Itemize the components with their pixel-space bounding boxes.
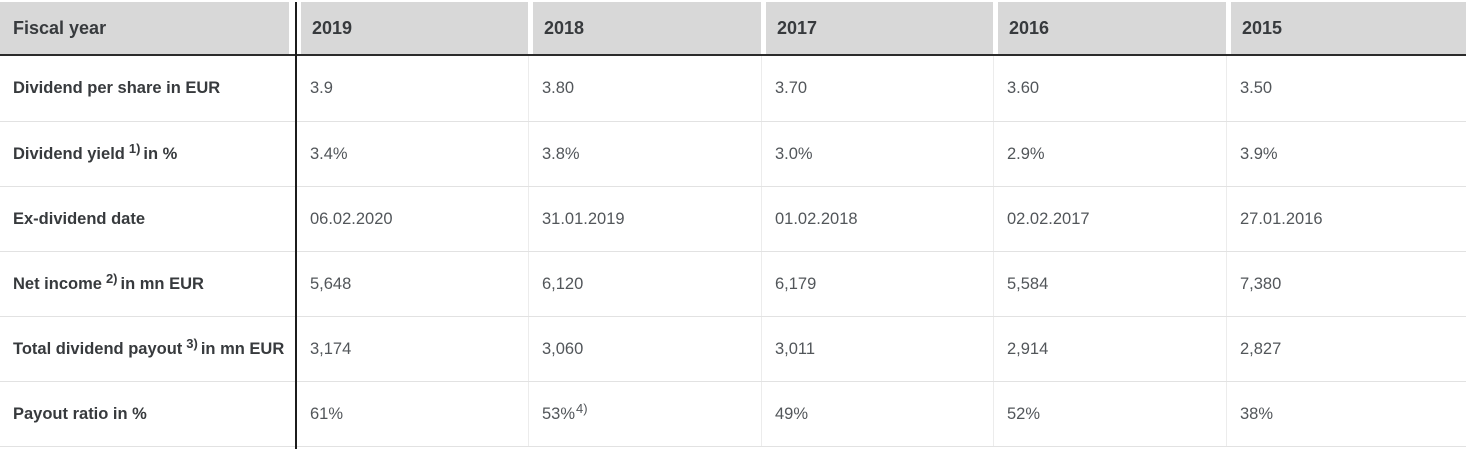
row-label-text: Payout ratio in % xyxy=(13,404,147,423)
cell-value: 6,179 xyxy=(775,274,817,293)
value-cell: 3.8% xyxy=(528,122,761,186)
table-row: Total dividend payout 3) in mn EUR 3,174 3… xyxy=(0,316,1466,381)
cell-value: 6,120 xyxy=(542,274,584,293)
value-cell: 3.50 xyxy=(1226,56,1466,121)
row-label: Ex-dividend date xyxy=(0,187,296,251)
year-header-cell: 2019 xyxy=(296,2,528,54)
row-label-superscript: 1) xyxy=(128,140,141,156)
cell-value-superscript: 4) xyxy=(576,400,588,416)
cell-value: 3.70 xyxy=(775,79,808,97)
row-label-text: Ex-dividend date xyxy=(13,209,146,228)
cell-value: 5,648 xyxy=(310,274,352,293)
value-cell: 2,914 xyxy=(993,317,1226,381)
table-row: Payout ratio in % 61% 53% 4) 49% 52% 38% xyxy=(0,381,1466,446)
value-cell: 7,380 xyxy=(1226,252,1466,316)
row-label-suffix: in mn EUR xyxy=(120,274,204,293)
row-label: Net income 2) in mn EUR xyxy=(0,252,296,316)
row-label-text: Dividend yield xyxy=(13,144,125,163)
cell-value: 7,380 xyxy=(1240,274,1282,293)
cell-value: 38% xyxy=(1240,404,1274,423)
row-label-text: Total dividend payout xyxy=(13,339,183,358)
table-body: Dividend per share in EUR 3.9 3.80 3.70 … xyxy=(0,56,1466,447)
value-cell: 3,060 xyxy=(528,317,761,381)
row-label-suffix: in % xyxy=(143,144,178,163)
table-row: Ex-dividend date 06.02.2020 31.01.2019 0… xyxy=(0,186,1466,251)
value-cell: 3,011 xyxy=(761,317,993,381)
cell-value: 3,060 xyxy=(542,339,584,358)
cell-value: 5,584 xyxy=(1007,274,1049,293)
value-cell: 61% xyxy=(296,382,528,446)
row-label: Dividend yield 1) in % xyxy=(0,122,296,186)
value-cell: 31.01.2019 xyxy=(528,187,761,251)
value-cell: 53% 4) xyxy=(528,382,761,446)
value-cell: 3.4% xyxy=(296,122,528,186)
value-cell: 3,174 xyxy=(296,317,528,381)
value-cell: 3.70 xyxy=(761,56,993,121)
cell-value: 3.60 xyxy=(1007,79,1040,97)
value-cell: 01.02.2018 xyxy=(761,187,993,251)
table-header-row: Fiscal year 2019 2018 2017 2016 2015 xyxy=(0,2,1466,56)
table-row: Dividend yield 1) in % 3.4% 3.8% 3.0% 2.9%… xyxy=(0,121,1466,186)
value-cell: 3.9 xyxy=(296,56,528,121)
value-cell: 52% xyxy=(993,382,1226,446)
value-cell: 06.02.2020 xyxy=(296,187,528,251)
cell-value: 2.9% xyxy=(1007,144,1045,163)
row-label-superscript: 3) xyxy=(186,335,198,351)
row-label: Payout ratio in % xyxy=(0,382,296,446)
cell-value: 06.02.2020 xyxy=(310,209,393,228)
value-cell: 3.0% xyxy=(761,122,993,186)
row-label-text: Dividend per share in EUR xyxy=(13,79,221,97)
row-label: Total dividend payout 3) in mn EUR xyxy=(0,317,296,381)
row-label-superscript: 2) xyxy=(105,270,118,286)
column-divider-line xyxy=(295,2,297,449)
cell-value: 31.01.2019 xyxy=(542,209,625,228)
row-label-text: Net income xyxy=(13,274,102,293)
value-cell: 2,827 xyxy=(1226,317,1466,381)
cell-value: 27.01.2016 xyxy=(1240,209,1323,228)
value-cell: 27.01.2016 xyxy=(1226,187,1466,251)
cell-value: 3.8% xyxy=(542,144,580,163)
cell-value: 61% xyxy=(310,404,344,423)
cell-value: 2,827 xyxy=(1240,339,1282,358)
table-row: Net income 2) in mn EUR 5,648 6,120 6,179 … xyxy=(0,251,1466,316)
row-label-suffix: in mn EUR xyxy=(200,339,285,358)
value-cell: 3.80 xyxy=(528,56,761,121)
table-row: Dividend per share in EUR 3.9 3.80 3.70 … xyxy=(0,56,1466,121)
value-cell: 5,584 xyxy=(993,252,1226,316)
year-header-cell: 2018 xyxy=(528,2,761,54)
value-cell: 38% xyxy=(1226,382,1466,446)
cell-value: 3.0% xyxy=(775,144,813,163)
cell-value: 3.50 xyxy=(1240,79,1273,97)
value-cell: 6,179 xyxy=(761,252,993,316)
cell-value: 3,174 xyxy=(310,339,352,358)
cell-value: 3.80 xyxy=(542,79,575,97)
year-header-cell: 2016 xyxy=(993,2,1226,54)
cell-value: 01.02.2018 xyxy=(775,209,858,228)
cell-value: 3,011 xyxy=(775,339,816,358)
fiscal-year-header-cell: Fiscal year xyxy=(0,2,296,54)
value-cell: 3.9% xyxy=(1226,122,1466,186)
value-cell: 3.60 xyxy=(993,56,1226,121)
value-cell: 5,648 xyxy=(296,252,528,316)
year-header-cell: 2017 xyxy=(761,2,993,54)
cell-value: 3.9 xyxy=(310,79,333,97)
cell-value: 3.9% xyxy=(1240,144,1278,163)
cell-value: 02.02.2017 xyxy=(1007,209,1090,228)
value-cell: 02.02.2017 xyxy=(993,187,1226,251)
cell-value: 49% xyxy=(775,404,809,423)
cell-value: 53% xyxy=(542,404,576,423)
value-cell: 6,120 xyxy=(528,252,761,316)
value-cell: 2.9% xyxy=(993,122,1226,186)
cell-value: 52% xyxy=(1007,404,1041,423)
year-header-cell: 2015 xyxy=(1226,2,1466,54)
cell-value: 2,914 xyxy=(1007,339,1049,358)
row-label: Dividend per share in EUR xyxy=(0,56,296,121)
cell-value: 3.4% xyxy=(310,144,348,163)
value-cell: 49% xyxy=(761,382,993,446)
